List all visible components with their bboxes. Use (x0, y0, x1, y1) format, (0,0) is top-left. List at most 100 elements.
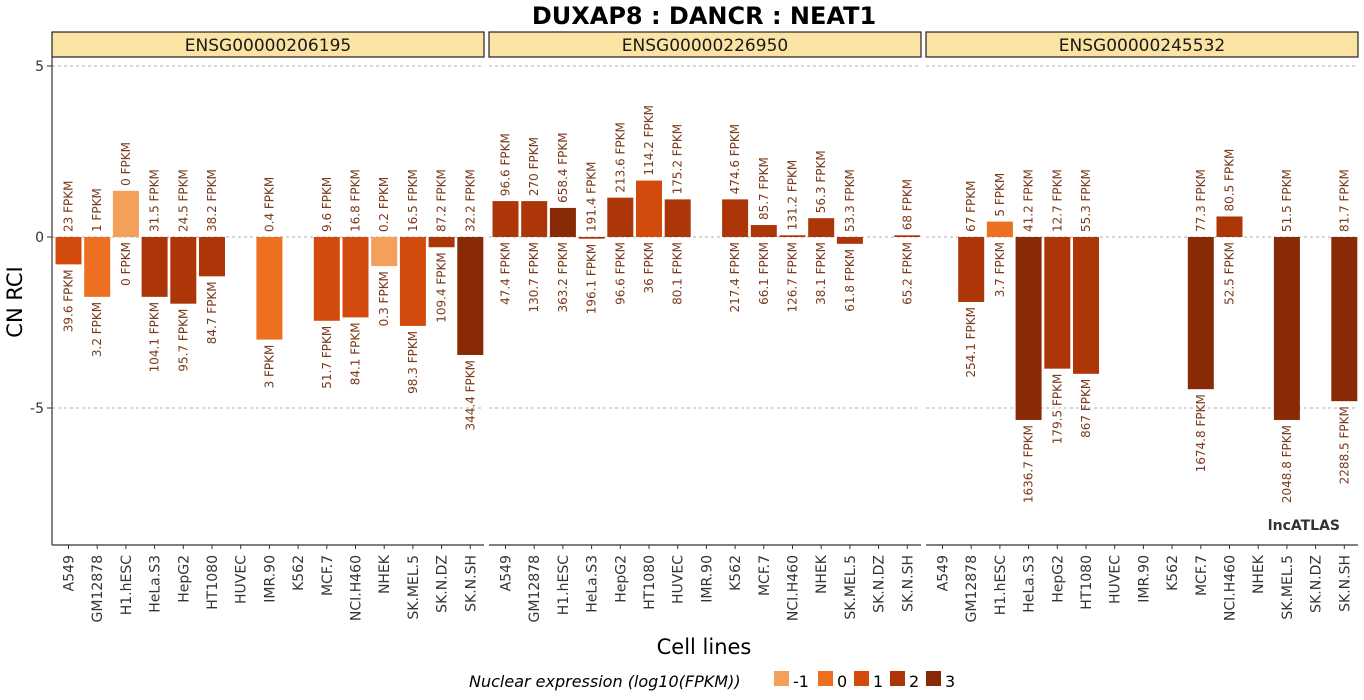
nucleus-label: 84.7 FPKM (205, 281, 219, 344)
cytoplasm-label: 5 FPKM (993, 173, 1007, 217)
cytoplasm-label: 31.5 FPKM (148, 169, 162, 232)
cytoplasm-label: 80.5 FPKM (1223, 149, 1237, 212)
nucleus-label: 217.4 FPKM (728, 242, 742, 313)
x-tick-label: HepG2 (176, 555, 192, 603)
y-tick-label: 0 (35, 230, 44, 246)
legend-label: 1 (873, 672, 883, 691)
bar-GM12878 (84, 237, 111, 297)
cytoplasm-label: 658.4 FPKM (556, 132, 570, 203)
y-ticks: 5 0 -5 (30, 59, 52, 417)
legend: Nuclear expression (log10(FPKM)) -1 0 1 2 3 (469, 671, 955, 691)
bar-H1.hESC (112, 190, 139, 237)
bar-HepG2 (1044, 237, 1071, 369)
x-axis-title: Cell lines (657, 635, 752, 659)
nucleus-label: 3.7 FPKM (993, 242, 1007, 297)
x-tick-label: NHEK (1251, 554, 1267, 594)
nucleus-label: 1636.7 FPKM (1022, 425, 1036, 503)
chart-title: DUXAP8 : DANCR : NEAT1 (532, 2, 876, 30)
x-tick-label: A549 (499, 555, 515, 591)
bar-HUVEC (664, 199, 691, 237)
nucleus-label: 84.1 FPKM (349, 322, 363, 385)
x-tick-label: GM12878 (964, 555, 980, 622)
x-tick-label: MCF.7 (320, 555, 336, 596)
nucleus-label: 80.1 FPKM (671, 242, 685, 305)
bar-NHEK (371, 237, 398, 267)
bar-HT1080 (199, 237, 225, 277)
bar-HT1080 (1073, 237, 1099, 374)
x-tick-label: K562 (728, 555, 744, 591)
x-tick-label: IMR.90 (1136, 555, 1152, 603)
legend-title: Nuclear expression (log10(FPKM)) (469, 672, 741, 691)
x-tick-label: SK.MEL.5 (1280, 555, 1296, 620)
bar-NCI.H460 (1216, 216, 1243, 237)
bar-SK.MEL.5 (1273, 237, 1300, 420)
nucleus-label: 95.7 FPKM (176, 309, 190, 372)
x-tick-label: HUVEC (234, 555, 250, 604)
x-tick-label: HeLa.S3 (148, 555, 164, 613)
cytoplasm-label: 41.2 FPKM (1022, 169, 1036, 232)
bar-MCF.7 (750, 225, 777, 237)
nucleus-label: 0.3 FPKM (377, 271, 391, 326)
nucleus-label: 61.8 FPKM (843, 249, 857, 312)
nucleus-label: 52.5 FPKM (1223, 242, 1237, 305)
nucleus-label: 126.7 FPKM (786, 242, 800, 313)
bar-A549 (492, 201, 519, 237)
bar-SK.MEL.5 (836, 237, 863, 244)
cytoplasm-label: 0.2 FPKM (377, 177, 391, 232)
x-tick-label: GM12878 (90, 555, 106, 622)
x-tick-label: HUVEC (1108, 555, 1124, 604)
cytoplasm-label: 16.5 FPKM (406, 169, 420, 232)
bar-HepG2 (607, 197, 634, 237)
x-tick-label: H1.hESC (556, 555, 572, 615)
cytoplasm-label: 0.4 FPKM (262, 177, 276, 232)
cytoplasm-label: 68 FPKM (900, 179, 914, 230)
bar-SK.N.SH (1331, 237, 1358, 402)
x-tick-label: MCF.7 (1194, 555, 1210, 596)
nucleus-label: 1674.8 FPKM (1194, 394, 1208, 472)
cytoplasm-label: 85.7 FPKM (757, 157, 771, 220)
nucleus-label: 0 FPKM (119, 242, 133, 286)
x-tick-label: HT1080 (1079, 555, 1095, 610)
nucleus-label: 104.1 FPKM (148, 302, 162, 373)
x-tick-label: HeLa.S3 (585, 555, 601, 613)
bar-H1.hESC (549, 207, 576, 237)
cytoplasm-label: 16.8 FPKM (349, 169, 363, 232)
x-tick-label: A549 (62, 555, 78, 591)
cytoplasm-label: 9.6 FPKM (320, 177, 334, 232)
nucleus-label: 66.1 FPKM (757, 242, 771, 305)
cytoplasm-label: 96.6 FPKM (499, 133, 513, 196)
x-tick-label: HT1080 (642, 555, 658, 610)
cytoplasm-label: 77.3 FPKM (1194, 169, 1208, 232)
nucleus-label: 196.1 FPKM (585, 244, 599, 315)
panel-ENSG00000245532: ENSG00000245532 A549 GM12878 67 FPKM 254.1 F… (925, 31, 1359, 622)
bar-HeLa.S3 (141, 237, 168, 297)
nucleus-label: 38.1 FPKM (814, 242, 828, 305)
nucleus-label: 179.5 FPKM (1050, 374, 1064, 445)
bar-NCI.H460 (342, 237, 369, 318)
facet-strip-label: ENSG00000206195 (185, 36, 351, 56)
nucleus-label: 2048.8 FPKM (1280, 425, 1294, 503)
cytoplasm-label: 213.6 FPKM (613, 122, 627, 193)
x-tick-label: SK.MEL.5 (843, 555, 859, 620)
bar-SK.N.DZ (428, 237, 455, 248)
bar-SK.MEL.5 (399, 237, 426, 326)
cytoplasm-label: 114.2 FPKM (642, 105, 656, 176)
facet-strip (488, 31, 922, 58)
bar-MCF.7 (1187, 237, 1214, 390)
cytoplasm-label: 0 FPKM (119, 142, 133, 186)
cytoplasm-label: 56.3 FPKM (814, 150, 828, 213)
legend-swatch (774, 671, 789, 686)
nucleus-label: 867 FPKM (1079, 379, 1093, 438)
y-tick-label: 5 (35, 59, 44, 75)
cytoplasm-label: 81.7 FPKM (1337, 169, 1351, 232)
cytoplasm-label: 131.2 FPKM (786, 160, 800, 231)
cytoplasm-label: 55.3 FPKM (1079, 169, 1093, 232)
cytoplasm-label: 53.3 FPKM (843, 169, 857, 232)
x-tick-label: IMR.90 (699, 555, 715, 603)
facet-strip-label: ENSG00000245532 (1059, 36, 1225, 56)
watermark: lncATLAS (1268, 518, 1340, 534)
facet-strip-label: ENSG00000226950 (622, 36, 788, 56)
x-tick-label: MCF.7 (757, 555, 773, 596)
cytoplasm-label: 191.4 FPKM (585, 161, 599, 232)
